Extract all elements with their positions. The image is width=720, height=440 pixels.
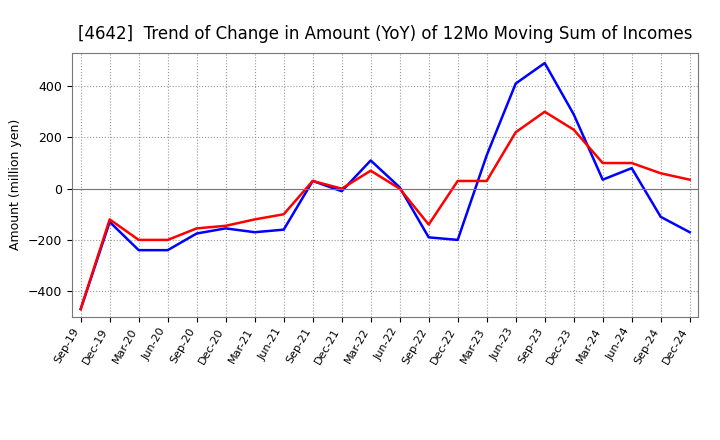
Legend: Ordinary Income, Net Income: Ordinary Income, Net Income	[225, 438, 545, 440]
Net Income	[251, 217, 259, 222]
Net Income	[279, 212, 288, 217]
Net Income	[454, 178, 462, 183]
Net Income	[105, 217, 114, 222]
Ordinary Income	[685, 230, 694, 235]
Net Income	[541, 109, 549, 114]
Ordinary Income	[541, 60, 549, 66]
Net Income	[366, 168, 375, 173]
Net Income	[424, 222, 433, 227]
Net Income	[308, 178, 317, 183]
Net Income	[76, 307, 85, 312]
Ordinary Income	[308, 178, 317, 183]
Ordinary Income	[279, 227, 288, 232]
Ordinary Income	[627, 165, 636, 171]
Ordinary Income	[338, 189, 346, 194]
Net Income	[570, 127, 578, 132]
Net Income	[135, 237, 143, 242]
Net Income	[482, 178, 491, 183]
Net Income	[338, 186, 346, 191]
Ordinary Income	[366, 158, 375, 163]
Ordinary Income	[163, 248, 172, 253]
Ordinary Income	[482, 153, 491, 158]
Line: Net Income: Net Income	[81, 112, 690, 309]
Line: Ordinary Income: Ordinary Income	[81, 63, 690, 309]
Ordinary Income	[657, 214, 665, 220]
Ordinary Income	[395, 185, 404, 190]
Ordinary Income	[221, 226, 230, 231]
Ordinary Income	[105, 219, 114, 224]
Ordinary Income	[76, 307, 85, 312]
Net Income	[598, 160, 607, 165]
Net Income	[511, 130, 520, 135]
Title: [4642]  Trend of Change in Amount (YoY) of 12Mo Moving Sum of Incomes: [4642] Trend of Change in Amount (YoY) o…	[78, 25, 693, 43]
Ordinary Income	[454, 237, 462, 242]
Net Income	[221, 223, 230, 228]
Ordinary Income	[598, 177, 607, 182]
Ordinary Income	[251, 230, 259, 235]
Net Income	[395, 186, 404, 191]
Ordinary Income	[570, 112, 578, 117]
Net Income	[192, 226, 201, 231]
Net Income	[685, 177, 694, 182]
Ordinary Income	[192, 231, 201, 236]
Ordinary Income	[135, 248, 143, 253]
Net Income	[163, 237, 172, 242]
Ordinary Income	[424, 235, 433, 240]
Net Income	[657, 171, 665, 176]
Ordinary Income	[511, 81, 520, 86]
Net Income	[627, 160, 636, 165]
Y-axis label: Amount (million yen): Amount (million yen)	[9, 119, 22, 250]
